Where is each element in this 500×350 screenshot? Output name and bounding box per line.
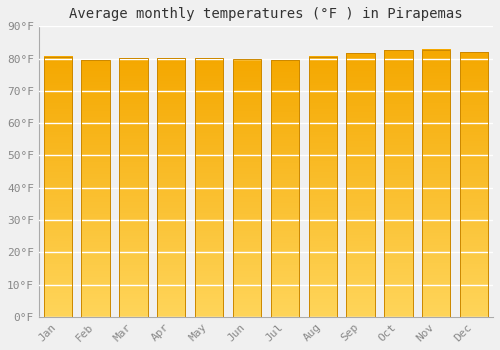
Bar — [195, 58, 224, 317]
Bar — [82, 60, 110, 317]
Bar — [308, 57, 337, 317]
Bar — [157, 58, 186, 317]
Bar — [346, 53, 375, 317]
Bar — [384, 50, 412, 317]
Bar — [422, 49, 450, 317]
Bar — [460, 52, 488, 317]
Bar — [44, 57, 72, 317]
Bar — [270, 60, 299, 317]
Title: Average monthly temperatures (°F ) in Pirapemas: Average monthly temperatures (°F ) in Pi… — [69, 7, 462, 21]
Bar — [119, 58, 148, 317]
Bar — [233, 59, 261, 317]
